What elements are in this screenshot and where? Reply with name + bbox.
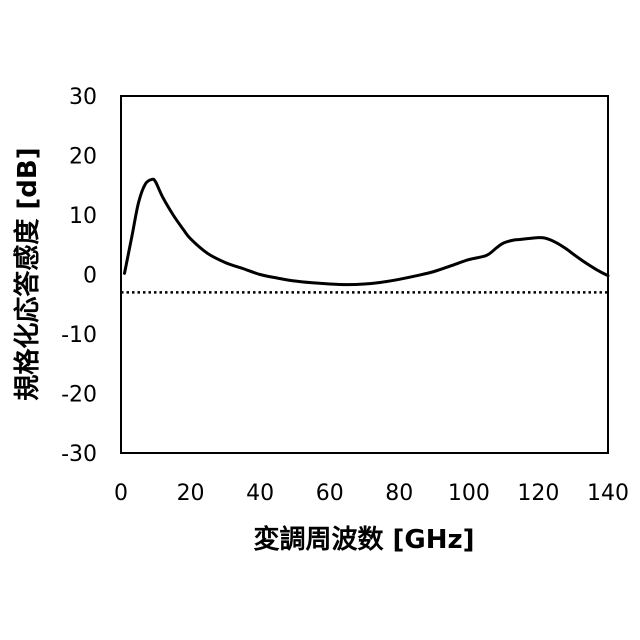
plot-frame bbox=[120, 95, 609, 454]
y-tick-label: -30 bbox=[61, 442, 97, 467]
y-axis-title: 規格化応答感度 [dB] bbox=[12, 147, 43, 400]
series-line bbox=[123, 177, 610, 287]
x-tick-label: 20 bbox=[177, 481, 205, 506]
y-tick-label: -10 bbox=[61, 323, 97, 348]
x-tick-label: 0 bbox=[114, 481, 128, 506]
y-tick-label: 30 bbox=[69, 85, 97, 110]
x-tick-label: 120 bbox=[517, 481, 559, 506]
y-tick-label: 20 bbox=[69, 145, 97, 170]
y-tick-label: 0 bbox=[83, 264, 97, 289]
x-tick-label: 40 bbox=[246, 481, 274, 506]
x-axis-title: 変調周波数 [GHz] bbox=[253, 524, 474, 555]
x-tick-label: 60 bbox=[316, 481, 344, 506]
y-tick-label: -20 bbox=[61, 383, 97, 408]
y-tick-label: 10 bbox=[69, 204, 97, 229]
x-tick-labels: 0 20 40 60 80 100 120 140 bbox=[114, 481, 629, 506]
x-tick-label: 100 bbox=[448, 481, 490, 506]
y-tick-labels: 30 20 10 0 -10 -20 -30 bbox=[61, 85, 97, 467]
x-tick-label: 140 bbox=[587, 481, 629, 506]
x-tick-label: 80 bbox=[385, 481, 413, 506]
